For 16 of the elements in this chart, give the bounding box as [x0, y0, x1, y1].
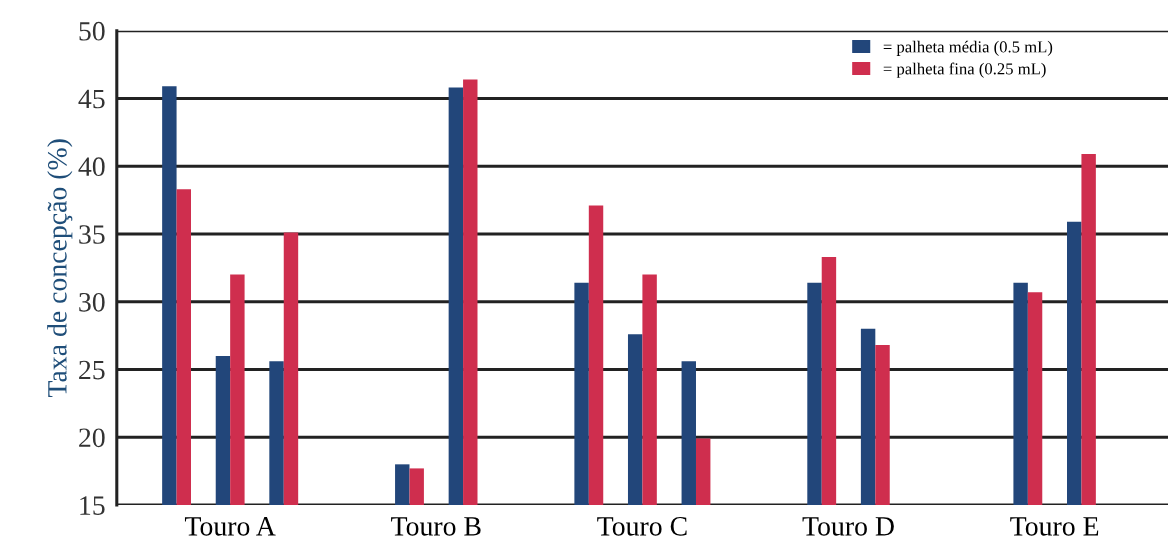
x-tick-label: Touro E [1010, 517, 1099, 536]
y-tick-label: 40 [78, 157, 105, 177]
legend-label: = palheta média (0.5 mL) [883, 40, 1053, 56]
y-tick-label: 35 [79, 225, 105, 244]
y-tick-label: 30 [79, 292, 105, 312]
y-axis-title: Taxa de concepção (%) [47, 139, 73, 398]
y-tick-label: 50 [79, 21, 105, 41]
y-tick-label: 45 [78, 89, 105, 109]
x-tick-label: Touro D [802, 517, 894, 536]
y-tick-label: 20 [79, 428, 105, 448]
x-tick-label: Touro C [597, 516, 687, 536]
y-tick-label: 25 [79, 360, 105, 380]
legend-label: = palheta fina (0.25 mL) [883, 62, 1046, 78]
y-tick-label: 15 [80, 496, 105, 515]
x-tick-label: Touro B [391, 517, 481, 536]
x-tick-label: Touro A [184, 517, 276, 536]
